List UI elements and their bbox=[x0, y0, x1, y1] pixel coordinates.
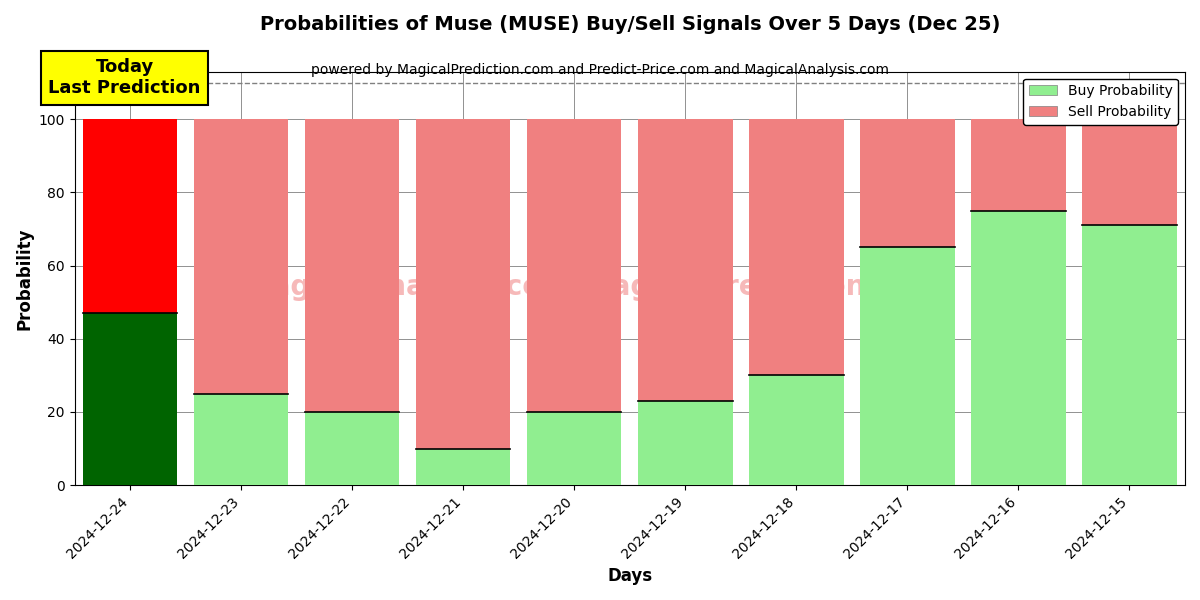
Text: Today
Last Prediction: Today Last Prediction bbox=[48, 58, 200, 97]
Y-axis label: Probability: Probability bbox=[16, 227, 34, 329]
Bar bbox=[749, 376, 844, 485]
Legend: Buy Probability, Sell Probability: Buy Probability, Sell Probability bbox=[1024, 79, 1178, 125]
Title: Probabilities of Muse (MUSE) Buy/Sell Signals Over 5 Days (Dec 25): Probabilities of Muse (MUSE) Buy/Sell Si… bbox=[259, 15, 1000, 34]
Bar bbox=[971, 119, 1066, 211]
Text: MagicalPrediction.com: MagicalPrediction.com bbox=[584, 272, 941, 301]
Bar bbox=[83, 119, 178, 313]
Text: MagicalAnalysis.com: MagicalAnalysis.com bbox=[245, 272, 571, 301]
Bar bbox=[971, 211, 1066, 485]
Bar bbox=[860, 247, 955, 485]
Bar bbox=[638, 119, 732, 401]
Bar bbox=[1082, 119, 1177, 226]
Bar bbox=[1082, 226, 1177, 485]
X-axis label: Days: Days bbox=[607, 567, 653, 585]
Bar bbox=[305, 412, 400, 485]
Bar bbox=[194, 394, 288, 485]
Bar bbox=[527, 119, 622, 412]
Bar bbox=[305, 119, 400, 412]
Bar bbox=[527, 412, 622, 485]
Bar bbox=[194, 119, 288, 394]
Bar bbox=[416, 119, 510, 449]
Bar bbox=[860, 119, 955, 247]
Bar bbox=[749, 119, 844, 376]
Bar bbox=[416, 449, 510, 485]
Bar bbox=[83, 313, 178, 485]
Text: powered by MagicalPrediction.com and Predict-Price.com and MagicalAnalysis.com: powered by MagicalPrediction.com and Pre… bbox=[311, 63, 889, 77]
Bar bbox=[638, 401, 732, 485]
